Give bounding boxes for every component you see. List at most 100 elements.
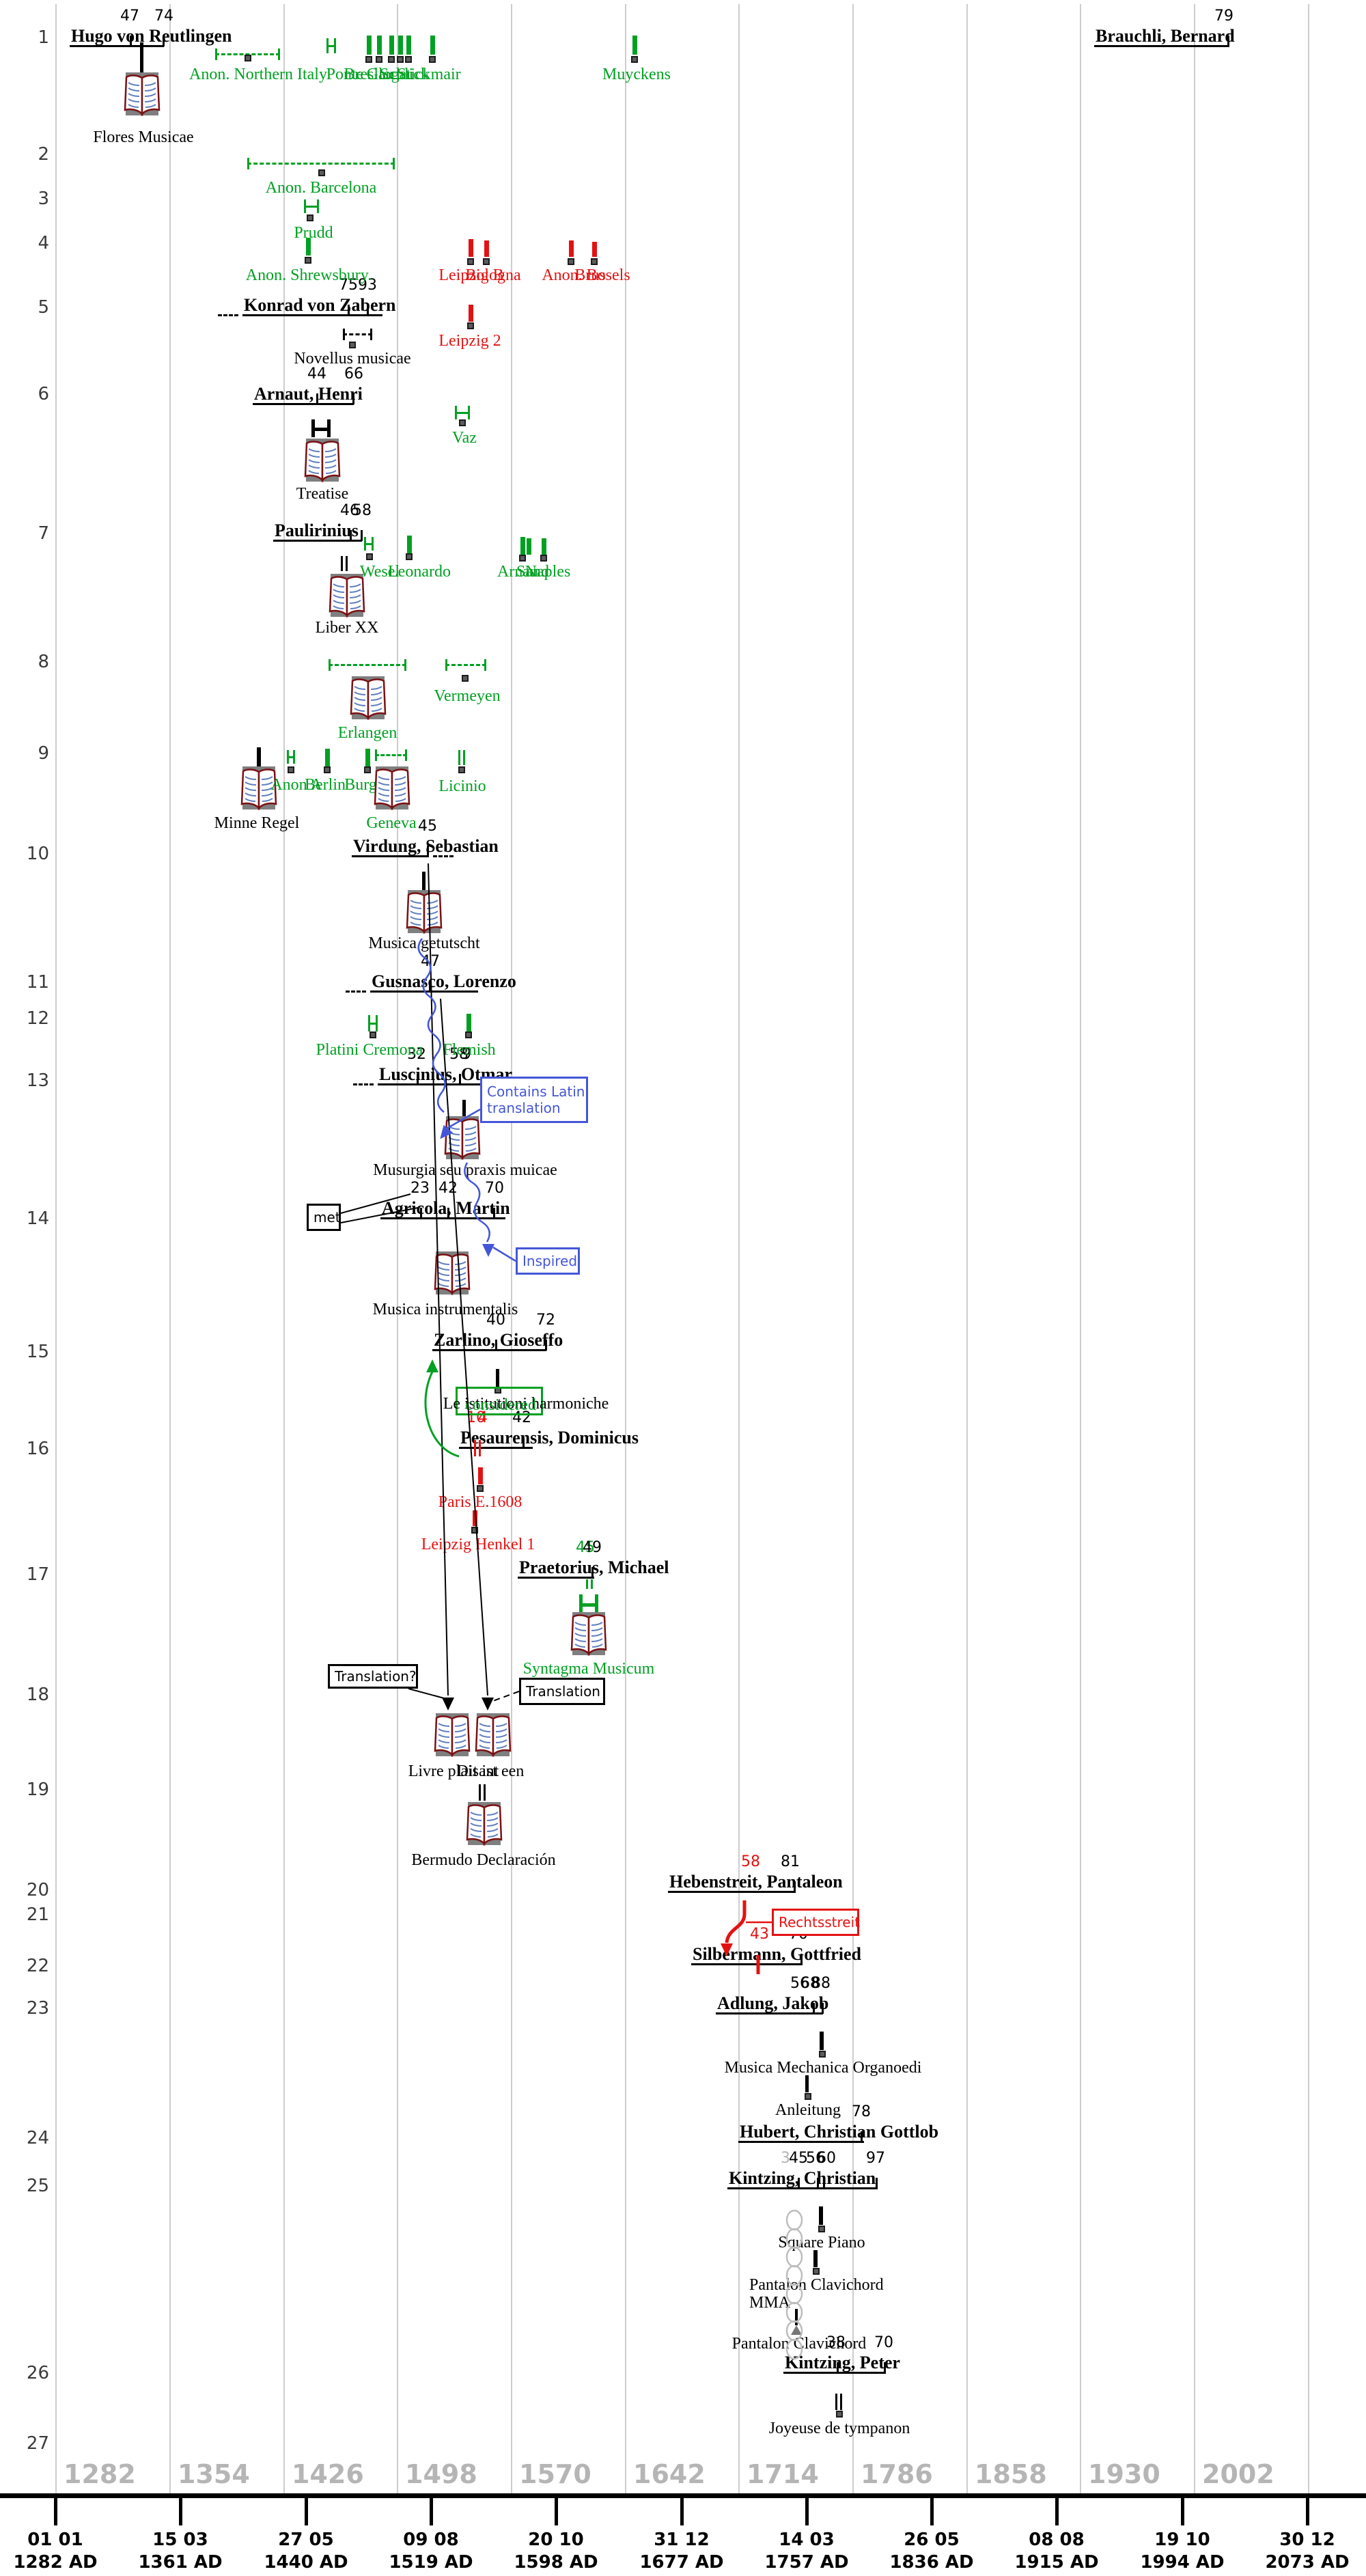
item-label-considered: considered	[465, 1396, 536, 1414]
lifespan-tick	[420, 1208, 422, 1219]
item-label-musica-getutscht: Musica getutscht	[368, 934, 480, 952]
item-range-anon-barcelona	[247, 158, 395, 169]
axis-tick	[1306, 2498, 1309, 2525]
item-marker-double-bar	[341, 556, 348, 571]
range-cap	[375, 749, 377, 761]
row-number-27: 27	[26, 2433, 49, 2454]
item-marker-bar	[632, 36, 637, 55]
lifespan-tick	[837, 2362, 839, 2373]
item-label-breslau: Breslau	[344, 66, 394, 83]
item-marker-square	[324, 766, 331, 773]
item-marker-bar	[365, 749, 370, 766]
axis-date: 09 08	[403, 2530, 459, 2550]
open-book-icon	[434, 1251, 471, 1296]
axis-date: 15 03	[152, 2530, 208, 2550]
gridline	[852, 4, 854, 2494]
row-number-14: 14	[26, 1208, 49, 1229]
item-label-flemish: Flemish	[443, 1041, 496, 1059]
lifespan-tick	[861, 2131, 863, 2142]
annotation-box-inspired: Inspired	[516, 1247, 580, 1275]
open-book-icon	[434, 1713, 471, 1758]
person-name: Pesaurensis, Dominicus	[460, 1428, 639, 1448]
person-age-number: 38	[826, 2334, 846, 2351]
lifespan-tick	[163, 36, 165, 46]
row-number-12: 12	[26, 1008, 49, 1029]
item-label-musurgia-seu-praxis-muicae: Musurgia seu praxis muicae	[373, 1161, 557, 1179]
item-marker-square	[376, 56, 382, 63]
item-marker-bar	[140, 42, 143, 74]
item-marker-square	[540, 555, 547, 562]
open-book-icon	[406, 890, 443, 934]
annotation-text: met	[313, 1209, 341, 1225]
person-age-number: 60	[817, 2150, 836, 2167]
open-book-icon	[374, 766, 410, 811]
book-icon-livre-dit	[432, 1713, 473, 1758]
gridline-year-label: 1426	[292, 2459, 364, 2489]
annotation-text: Translation?	[335, 1668, 417, 1685]
item-label-line: MMA	[749, 2294, 791, 2312]
book-icon-musica-getutscht	[404, 890, 445, 935]
row-number-3: 3	[38, 189, 49, 209]
person-age-number: 47	[120, 8, 139, 25]
axis-label-1598-ad: 20 10 1598 AD	[514, 2529, 598, 2573]
axis-tick	[1181, 2498, 1184, 2525]
gridline	[1308, 4, 1309, 2494]
person-paulirinius: Paulirinius 46 58	[273, 502, 372, 542]
person-name: Arnaut, Henri	[254, 384, 363, 404]
item-marker-square	[365, 56, 372, 63]
item-marker-bracket	[368, 1015, 378, 1031]
lifespan-tick	[794, 1881, 796, 1892]
person-age-number: 74	[154, 8, 173, 25]
row-number-17: 17	[26, 1564, 49, 1585]
lifespan-tick	[361, 530, 363, 541]
item-label-square-piano: Square Piano	[778, 2234, 865, 2252]
item-label-brussels: Brussels	[574, 266, 630, 284]
row-number-11: 11	[26, 972, 49, 993]
annotation-text: Contains Latin	[487, 1083, 585, 1100]
axis-label-1519-ad: 09 08 1519 AD	[389, 2529, 473, 2573]
item-marker-double-bar	[835, 2394, 842, 2410]
row-number-24: 24	[26, 2128, 49, 2148]
lifespan-tick	[130, 36, 132, 46]
person-name: Agricola, Martin	[382, 1198, 510, 1218]
book-icon-geneva	[372, 766, 413, 812]
person-age-number: 88	[811, 1975, 831, 1992]
gridline-year-label: 1642	[633, 2459, 706, 2489]
book-icon-erlangen	[348, 676, 389, 721]
range-dashed-line	[247, 163, 395, 165]
gridline	[1080, 4, 1081, 2494]
person-age-number: 42	[512, 1409, 531, 1426]
item-marker-bar	[406, 36, 411, 55]
open-book-icon	[329, 574, 365, 618]
person-age-number: 40	[486, 1312, 505, 1329]
annotation-text: translation	[487, 1100, 561, 1116]
person-age-number: 58	[352, 502, 372, 519]
item-marker-square	[462, 675, 469, 682]
item-marker-bar	[484, 240, 489, 257]
person-age-number: 58	[741, 1853, 760, 1870]
open-book-icon	[475, 1713, 512, 1758]
item-label-flores-musicae: Flores Musicae	[93, 128, 194, 146]
connector-curve	[424, 1371, 460, 1458]
lifespan-tick	[427, 846, 429, 857]
item-label-anleitung: Anleitung	[775, 2101, 841, 2119]
open-book-icon	[304, 439, 341, 483]
range-cap	[484, 659, 486, 671]
person-age-number: 3	[781, 2150, 790, 2167]
range-cap	[329, 659, 331, 671]
lifespan-tick	[884, 2362, 886, 2373]
bracket-crossbar	[289, 756, 293, 758]
range-dashed-line	[215, 53, 280, 55]
axis-tick	[430, 2498, 433, 2525]
axis-tick	[1055, 2498, 1059, 2525]
person-age-number: 75	[339, 277, 358, 294]
person-silbermann-gottfried: Silbermann, Gottfried4370	[691, 1926, 861, 1965]
item-label-livre-plaisant: Livre plaisant	[408, 1762, 499, 1780]
gridline	[625, 4, 626, 2494]
lifespan-tick	[798, 2178, 800, 2189]
gridline-year-label: 1282	[64, 2459, 136, 2489]
axis-line	[0, 2493, 1366, 2498]
row-number-13: 13	[26, 1070, 49, 1091]
person-age-number: 49	[583, 1539, 602, 1556]
gridline	[966, 4, 968, 2494]
